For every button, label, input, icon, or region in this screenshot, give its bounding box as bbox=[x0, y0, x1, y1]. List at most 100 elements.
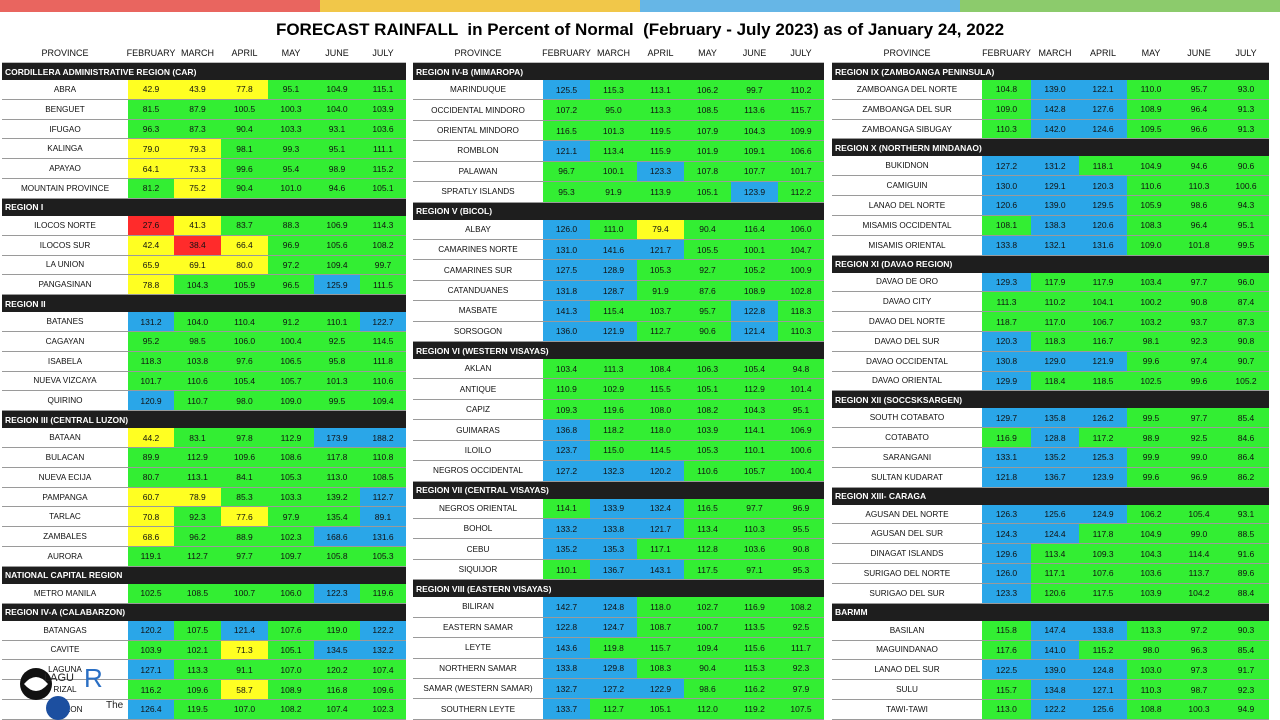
rainfall-value-cell: 129.8 bbox=[590, 658, 637, 678]
rainfall-value-cell: 132.4 bbox=[637, 498, 684, 519]
rainfall-value-cell: 58.7 bbox=[221, 680, 268, 699]
rainfall-value-cell: 130.0 bbox=[982, 176, 1031, 196]
table-row: TAWI-TAWI 113.0 122.2 125.6 108.8 100.3 94.9 bbox=[832, 699, 1269, 720]
rainfall-value-cell: 97.7 bbox=[1175, 408, 1223, 428]
table-row: SPRATLY ISLANDS 95.3 91.9 113.9 105.1 123.9 11… bbox=[413, 182, 824, 203]
rainfall-value-cell: 113.4 bbox=[1031, 544, 1079, 564]
table-row: ZAMBALES 68.6 96.2 88.9 102.3 168.6 131.6 bbox=[2, 527, 406, 548]
rainfall-value-cell: 95.0 bbox=[590, 100, 637, 120]
province-name: IFUGAO bbox=[2, 119, 128, 139]
rainfall-value-cell: 103.9 bbox=[128, 640, 174, 660]
rainfall-value-cell: 143.6 bbox=[543, 638, 590, 658]
rainfall-value-cell: 129.9 bbox=[982, 371, 1031, 391]
table-row: MISAMIS ORIENTAL 133.8 132.1 131.6 109.0 101.… bbox=[832, 235, 1269, 256]
rainfall-value-cell: 125.6 bbox=[1079, 699, 1127, 719]
rainfall-value-cell: 66.4 bbox=[221, 235, 268, 255]
rainfall-value-cell: 100.4 bbox=[268, 331, 314, 351]
table-row: CEBU 135.2 135.3 117.1 112.8 103.6 90.8 bbox=[413, 539, 824, 560]
rainfall-value-cell: 133.7 bbox=[543, 699, 590, 719]
province-name: KALINGA bbox=[2, 139, 128, 159]
table-row: NEGROS OCCIDENTAL 127.2 132.3 120.2 110.6 105… bbox=[413, 461, 824, 482]
rainfall-value-cell: 104.9 bbox=[314, 80, 360, 99]
rainfall-value-cell: 127.2 bbox=[543, 461, 590, 481]
rainfall-value-cell: 108.6 bbox=[268, 448, 314, 467]
table-row: SURIGAO DEL SUR 123.3 120.6 117.5 103.9 104.2… bbox=[832, 583, 1269, 604]
rainfall-value-cell: 96.3 bbox=[128, 119, 174, 139]
rainfall-value-cell: 136.0 bbox=[543, 321, 590, 342]
rainfall-value-cell: 38.4 bbox=[174, 235, 221, 255]
rainfall-value-cell: 101.3 bbox=[314, 371, 360, 391]
rainfall-value-cell: 95.1 bbox=[268, 80, 314, 99]
province-name: PAMPANGA bbox=[2, 487, 128, 507]
rainfall-value-cell: 91.3 bbox=[1223, 99, 1269, 119]
rainfall-value-cell: 139.0 bbox=[1031, 196, 1079, 215]
province-name: ROMBLON bbox=[413, 141, 543, 161]
region-header: NATIONAL CAPITAL REGION bbox=[2, 566, 406, 584]
rainfall-value-cell: 91.6 bbox=[1223, 544, 1269, 564]
rainfall-value-cell: 77.6 bbox=[221, 507, 268, 527]
rainfall-value-cell: 90.4 bbox=[684, 219, 731, 239]
province-name: SORSOGON bbox=[413, 321, 543, 342]
rainfall-value-cell: 105.3 bbox=[637, 260, 684, 280]
table-row: KALINGA 79.0 79.3 98.1 99.3 95.1 111.1 bbox=[2, 139, 406, 160]
rainfall-value-cell: 103.6 bbox=[1127, 564, 1175, 583]
rainfall-value-cell: 96.9 bbox=[268, 235, 314, 255]
province-name: AGUSAN DEL NORTE bbox=[832, 504, 982, 524]
rainfall-value-cell: 115.7 bbox=[982, 680, 1031, 699]
rainfall-value-cell: 103.3 bbox=[268, 119, 314, 139]
rainfall-value-cell: 109.4 bbox=[684, 638, 731, 658]
rainfall-value-cell: 119.5 bbox=[174, 699, 221, 719]
rainfall-value-cell: 118.2 bbox=[590, 420, 637, 440]
table-row: BULACAN 89.9 112.9 109.6 108.6 117.8 110.8 bbox=[2, 448, 406, 468]
rainfall-value-cell: 92.5 bbox=[314, 331, 360, 351]
rainfall-value-cell: 100.9 bbox=[778, 260, 824, 280]
rainfall-value-cell: 105.9 bbox=[1127, 196, 1175, 215]
rainfall-value-cell: 108.5 bbox=[174, 583, 221, 603]
province-name: BULACAN bbox=[2, 448, 128, 467]
province-name: NUEVA VIZCAYA bbox=[2, 371, 128, 391]
rainfall-value-cell: 125.5 bbox=[543, 80, 590, 100]
rainfall-value-cell: 105.3 bbox=[684, 440, 731, 461]
rainfall-value-cell: 119.5 bbox=[637, 120, 684, 141]
table-row: SOUTH COTABATO 129.7 135.8 126.2 99.5 97.7 85.… bbox=[832, 408, 1269, 429]
rainfall-value-cell: 115.8 bbox=[982, 620, 1031, 640]
rainfall-value-cell: 90.8 bbox=[778, 539, 824, 559]
rainfall-value-cell: 120.3 bbox=[982, 331, 1031, 351]
rainfall-value-cell: 115.9 bbox=[637, 141, 684, 161]
province-name: MISAMIS OCCIDENTAL bbox=[832, 215, 982, 235]
province-name: MOUNTAIN PROVINCE bbox=[2, 179, 128, 198]
rainfall-value-cell: 105.4 bbox=[1175, 504, 1223, 524]
rainfall-value-cell: 122.5 bbox=[982, 660, 1031, 680]
rainfall-value-cell: 141.0 bbox=[1031, 640, 1079, 660]
rainfall-value-cell: 115.2 bbox=[360, 159, 406, 179]
rainfall-value-cell: 102.5 bbox=[1127, 371, 1175, 391]
rainfall-value-cell: 120.9 bbox=[128, 391, 174, 411]
rainfall-value-cell: 110.3 bbox=[982, 119, 1031, 139]
rainfall-value-cell: 118.3 bbox=[1031, 331, 1079, 351]
table-row: ILOCOS SUR 42.4 38.4 66.4 96.9 105.6 108.2 bbox=[2, 235, 406, 256]
rainfall-value-cell: 133.8 bbox=[543, 658, 590, 678]
rainfall-value-cell: 106.0 bbox=[221, 331, 268, 351]
table-row: LANAO DEL NORTE 120.6 139.0 129.5 105.9 98.6 9… bbox=[832, 196, 1269, 216]
rainfall-value-cell: 98.5 bbox=[174, 331, 221, 351]
rainfall-value-cell: 133.9 bbox=[590, 498, 637, 519]
table-row: AKLAN 103.4 111.3 108.4 106.3 105.4 94.8 bbox=[413, 359, 824, 380]
rainfall-value-cell: 90.7 bbox=[1223, 351, 1269, 371]
province-name: DINAGAT ISLANDS bbox=[832, 544, 982, 564]
rainfall-value-cell: 94.6 bbox=[1175, 156, 1223, 176]
rainfall-value-cell: 136.8 bbox=[543, 420, 590, 440]
rainfall-value-cell: 127.2 bbox=[590, 678, 637, 699]
province-name: LEYTE bbox=[413, 638, 543, 658]
rainfall-value-cell: 108.3 bbox=[637, 658, 684, 678]
table-row: CAMARINES SUR 127.5 128.9 105.3 92.7 105.2 100… bbox=[413, 260, 824, 281]
table-header-row: PROVINCE FEBRUARY MARCH APRIL MAY JUNE JULY bbox=[832, 44, 1269, 63]
table-header-row: PROVINCE FEBRUARY MARCH APRIL MAY JUNE JULY bbox=[413, 44, 824, 63]
rainfall-value-cell: 102.1 bbox=[174, 640, 221, 660]
province-name: ORIENTAL MINDORO bbox=[413, 120, 543, 141]
rainfall-value-cell: 93.7 bbox=[1175, 312, 1223, 331]
rainfall-value-cell: 108.3 bbox=[1127, 215, 1175, 235]
rainfall-value-cell: 100.6 bbox=[1223, 176, 1269, 196]
rainfall-value-cell: 107.5 bbox=[778, 699, 824, 719]
province-name: SURIGAO DEL NORTE bbox=[832, 564, 982, 583]
rainfall-value-cell: 103.3 bbox=[268, 487, 314, 507]
